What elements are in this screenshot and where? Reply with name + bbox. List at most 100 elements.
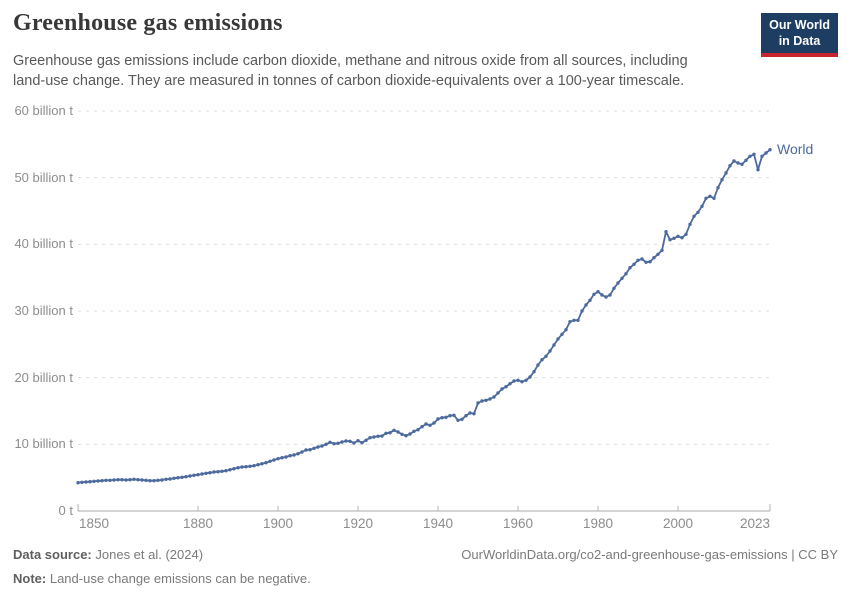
data-point <box>384 431 388 435</box>
data-point <box>416 428 420 432</box>
owid-logo[interactable]: Our World in Data <box>761 13 838 58</box>
data-point <box>308 448 312 452</box>
data-point <box>356 439 360 443</box>
data-point <box>292 453 296 457</box>
data-point <box>476 401 480 405</box>
data-point <box>76 481 80 485</box>
data-point <box>440 416 444 420</box>
data-point <box>704 196 708 200</box>
note-label: Note: <box>13 571 47 586</box>
y-tick-label: 10 billion t <box>14 436 73 452</box>
data-point <box>572 318 576 322</box>
data-point <box>680 236 684 240</box>
world-series[interactable] <box>76 148 772 485</box>
data-point <box>328 440 332 444</box>
data-point <box>276 457 280 461</box>
data-point <box>188 474 192 478</box>
data-point <box>524 378 528 382</box>
data-point <box>500 387 504 391</box>
data-point <box>208 471 212 475</box>
data-point <box>536 363 540 367</box>
data-point <box>372 435 376 439</box>
footer-right: OurWorldinData.org/co2-and-greenhouse-ga… <box>461 543 838 567</box>
data-point <box>404 434 408 438</box>
x-tick-label: 1850 <box>79 516 110 531</box>
data-source-line: Data source: Jones et al. (2024) <box>13 543 311 567</box>
data-point <box>620 276 624 280</box>
data-point <box>248 464 252 468</box>
data-point <box>348 439 352 443</box>
owid-logo-line1: Our World <box>769 18 830 32</box>
data-point <box>676 234 680 238</box>
data-point <box>140 478 144 482</box>
data-point <box>204 471 208 475</box>
footer-url[interactable]: OurWorldinData.org/co2-and-greenhouse-ga… <box>461 547 788 562</box>
data-point <box>232 467 236 471</box>
data-point <box>164 477 168 481</box>
data-point <box>300 450 304 454</box>
data-point <box>560 332 564 336</box>
data-point <box>376 434 380 438</box>
data-point <box>532 370 536 374</box>
data-point <box>196 473 200 477</box>
data-point <box>720 178 724 182</box>
data-point <box>420 425 424 429</box>
x-tick-label: 1960 <box>502 516 534 531</box>
data-point <box>688 222 692 226</box>
data-point <box>444 415 448 419</box>
data-point <box>312 446 316 450</box>
data-point <box>368 436 372 440</box>
data-point <box>216 470 220 474</box>
data-point <box>408 432 412 436</box>
data-point <box>380 434 384 438</box>
x-tick-label: 1920 <box>342 516 374 531</box>
footer-left: Data source: Jones et al. (2024) Note: L… <box>13 543 311 591</box>
data-point <box>552 343 556 347</box>
data-point <box>660 248 664 252</box>
data-point <box>580 309 584 313</box>
data-point <box>604 295 608 299</box>
data-point <box>184 475 188 479</box>
data-point <box>564 328 568 332</box>
data-point <box>256 463 260 467</box>
data-point <box>608 293 612 297</box>
data-point <box>268 459 272 463</box>
data-point <box>400 432 404 436</box>
data-point <box>484 398 488 402</box>
data-point <box>172 476 176 480</box>
chart-canvas <box>76 110 772 512</box>
trend-line <box>77 148 771 484</box>
data-point <box>264 461 268 465</box>
data-point <box>160 478 164 482</box>
data-point <box>464 414 468 418</box>
x-tick-label: 1940 <box>422 516 454 531</box>
data-point <box>340 440 344 444</box>
data-point <box>696 210 700 214</box>
data-point <box>88 480 92 484</box>
data-point <box>636 258 640 262</box>
series-label-world: World <box>777 140 814 157</box>
data-point <box>652 256 656 260</box>
chart-plot-area[interactable]: 0 t 10 billion t 20 billion t 30 billion t 4… <box>0 95 850 545</box>
data-point <box>700 204 704 208</box>
data-point <box>316 445 320 449</box>
data-point <box>84 480 88 484</box>
data-point <box>504 385 508 389</box>
data-point <box>576 318 580 322</box>
note-line: Note: Land-use change emissions can be n… <box>13 567 311 591</box>
data-point <box>304 448 308 452</box>
y-tick-label: 60 billion t <box>14 103 73 118</box>
data-point <box>528 375 532 379</box>
data-point <box>732 159 736 163</box>
data-point <box>148 479 152 483</box>
data-point <box>236 466 240 470</box>
data-point <box>324 442 328 446</box>
data-point <box>252 464 256 468</box>
chart-subtitle: Greenhouse gas emissions include carbon … <box>13 53 688 89</box>
data-point <box>424 422 428 426</box>
y-tick-label: 40 billion t <box>14 236 73 252</box>
data-point <box>556 337 560 341</box>
data-point <box>616 281 620 285</box>
data-point <box>212 470 216 474</box>
y-tick-label: 0 t <box>58 503 73 518</box>
